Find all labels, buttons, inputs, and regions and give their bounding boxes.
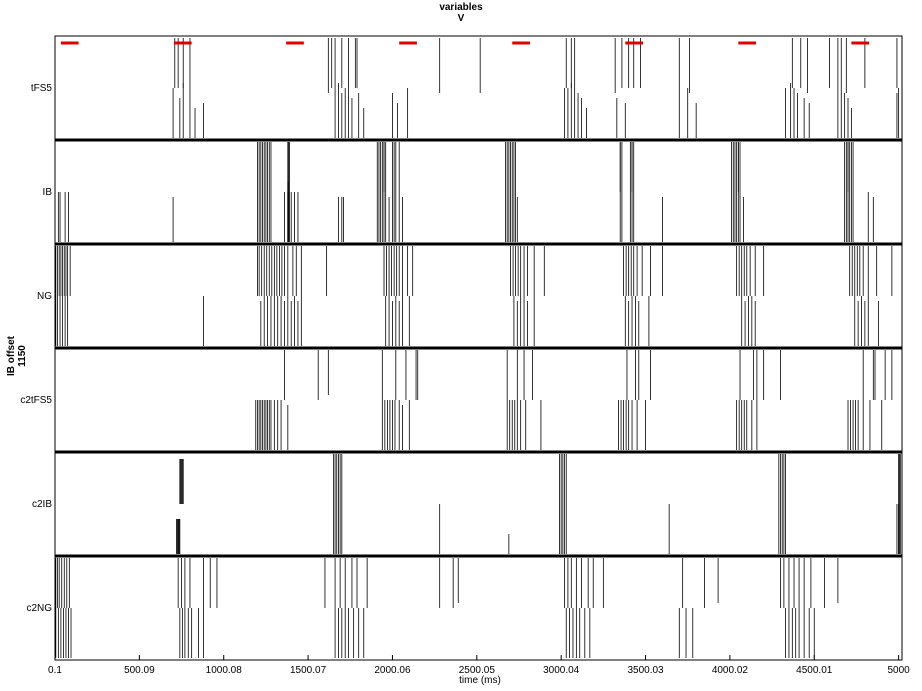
x-tick-label: 5000 — [888, 665, 911, 676]
x-tick-label: 500.09 — [124, 665, 155, 676]
x-axis-label: time (ms) — [459, 675, 501, 686]
x-tick-label: 1500.07 — [290, 665, 327, 676]
row-label: c2tFS5 — [20, 395, 52, 406]
row-label: NG — [37, 291, 52, 302]
x-tick-label: 2500.05 — [459, 665, 496, 676]
x-tick-label: 2000.06 — [374, 665, 411, 676]
x-tick-label: 1000.08 — [206, 665, 243, 676]
row-label: c2NG — [26, 603, 52, 614]
x-tick-label: 3000.04 — [543, 665, 580, 676]
chart-subtitle: V — [457, 13, 465, 24]
x-tick-label: 0.1 — [48, 665, 62, 676]
x-tick-label: 4000.02 — [712, 665, 749, 676]
row-label: tFS5 — [31, 83, 53, 94]
row-label: c2IB — [32, 499, 52, 510]
x-tick-label: 3500.03 — [627, 665, 664, 676]
x-tick-label: 4500.01 — [796, 665, 833, 676]
row-label: IB — [43, 187, 53, 198]
chart-title: variables — [439, 2, 483, 13]
